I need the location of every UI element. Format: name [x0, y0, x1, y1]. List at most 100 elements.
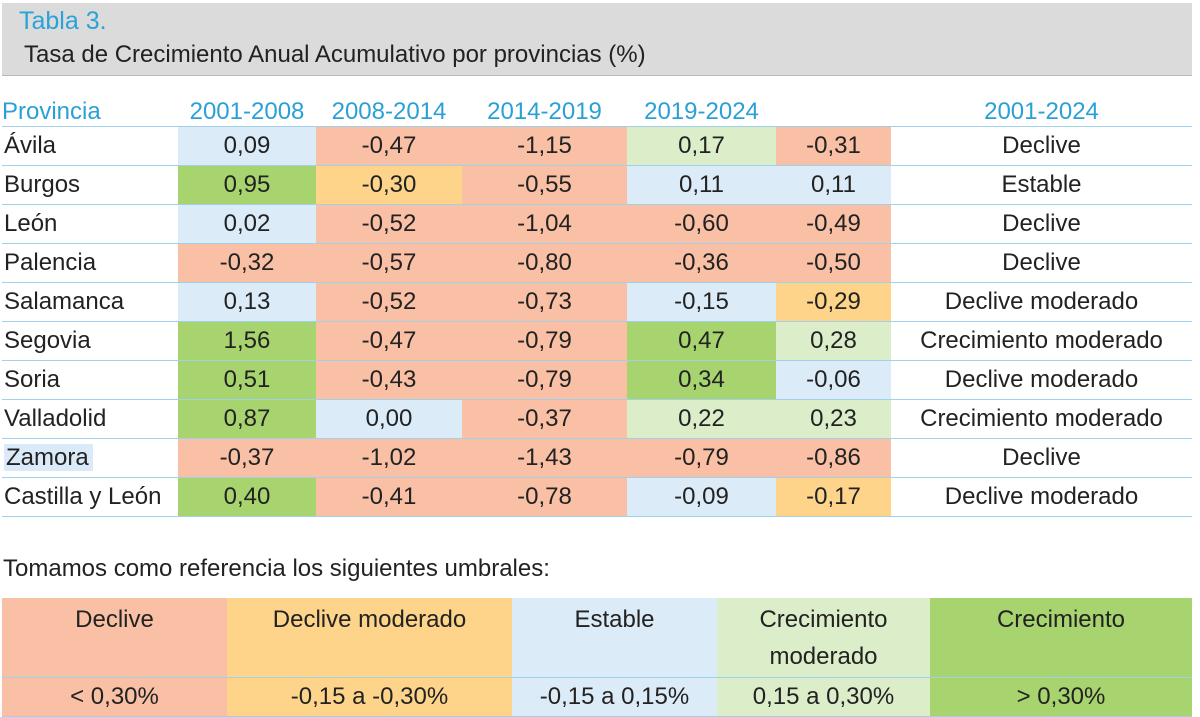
- rate-cell: 0,11: [627, 165, 776, 205]
- trend-cell: Crecimiento moderado: [891, 321, 1192, 361]
- province-label: Burgos: [4, 171, 81, 198]
- trend-cell: Declive moderado: [891, 282, 1192, 322]
- province-label: Salamanca: [4, 288, 125, 315]
- column-header: 2008-2014: [331, 98, 447, 125]
- column-header: [776, 92, 891, 127]
- rate-cell: -0,52: [316, 282, 462, 322]
- column-header: 2014-2019: [487, 98, 602, 125]
- rate-cell: -1,02: [316, 438, 462, 478]
- trend-cell: Declive: [891, 204, 1192, 244]
- rate-cell: -1,04: [462, 204, 627, 244]
- province-name: Segovia: [2, 321, 178, 361]
- column-header: 2001-2008: [189, 98, 305, 125]
- trend-cell: Declive moderado: [891, 360, 1192, 400]
- province-name: Salamanca: [2, 282, 178, 322]
- province-label: Palencia: [4, 249, 97, 276]
- table-row: Segovia 1,56 -0,47 -0,79 0,47 0,28 Crecimiento…: [2, 321, 1192, 361]
- province-name: León: [2, 204, 178, 244]
- province-name: Burgos: [2, 165, 178, 205]
- legend-category: Declive: [2, 598, 227, 678]
- legend-range: 0,15 a 0,30%: [717, 677, 930, 717]
- rate-cell: 1,56: [178, 321, 316, 361]
- province-label: Zamora: [4, 444, 93, 471]
- rate-cell: -0,37: [178, 438, 316, 478]
- legend-name-row: Declive Declive moderado Estable Crecimient…: [2, 598, 1192, 678]
- rate-cell: -0,09: [627, 477, 776, 517]
- table-row: Zamora -0,37 -1,02 -1,43 -0,79 -0,86 Declive: [2, 438, 1192, 478]
- province-name: Valladolid: [2, 399, 178, 439]
- rate-cell: -0,86: [776, 438, 891, 478]
- province-name: Ávila: [2, 126, 178, 166]
- province-label: Ávila: [4, 132, 57, 159]
- rate-cell: 0,11: [776, 165, 891, 205]
- rate-cell: 0,17: [627, 126, 776, 166]
- table-row: Salamanca 0,13 -0,52 -0,73 -0,15 -0,29 Declive…: [2, 282, 1192, 322]
- legend-category: Estable: [512, 598, 717, 678]
- table-row: León 0,02 -0,52 -1,04 -0,60 -0,49 Declive: [2, 204, 1192, 244]
- legend-category: Declive moderado: [227, 598, 512, 678]
- rate-cell: -0,29: [776, 282, 891, 322]
- table-row: Soria 0,51 -0,43 -0,79 0,34 -0,06 Declive mode…: [2, 360, 1192, 400]
- province-name: Castilla y León: [2, 477, 178, 517]
- table-header-band: Tabla 3. Tasa de Crecimiento Anual Acumu…: [2, 3, 1192, 76]
- rate-cell: -0,73: [462, 282, 627, 322]
- trend-cell: Crecimiento moderado: [891, 399, 1192, 439]
- legend-category: Crecimiento moderado: [717, 598, 930, 678]
- rate-cell: 0,00: [316, 399, 462, 439]
- rate-cell: -0,37: [462, 399, 627, 439]
- rate-cell: -0,15: [627, 282, 776, 322]
- rate-cell: 0,22: [627, 399, 776, 439]
- rate-cell: 0,23: [776, 399, 891, 439]
- table-row: Palencia -0,32 -0,57 -0,80 -0,36 -0,50 Declive: [2, 243, 1192, 283]
- threshold-legend: Declive Declive moderado Estable Crecimient…: [2, 598, 1192, 717]
- province-name: Palencia: [2, 243, 178, 283]
- rate-cell: -0,31: [776, 126, 891, 166]
- rate-cell: -0,32: [178, 243, 316, 283]
- column-header: 2019-2024: [644, 98, 759, 125]
- rate-cell: -0,60: [627, 204, 776, 244]
- province-name: Zamora: [2, 438, 178, 478]
- rate-cell: -0,55: [462, 165, 627, 205]
- column-header: Provincia: [2, 98, 101, 125]
- trend-cell: Declive: [891, 126, 1192, 166]
- table-number: Tabla 3.: [19, 7, 107, 35]
- table-row: Burgos 0,95 -0,30 -0,55 0,11 0,11 Estable: [2, 165, 1192, 205]
- rate-cell: -0,50: [776, 243, 891, 283]
- column-header-row: Provincia 2001-2008 2008-2014 2014-2019 …: [2, 92, 1192, 127]
- rate-cell: 0,95: [178, 165, 316, 205]
- table-row: Valladolid 0,87 0,00 -0,37 0,22 0,23 Crecimien…: [2, 399, 1192, 439]
- rate-cell: 0,28: [776, 321, 891, 361]
- rate-cell: -0,41: [316, 477, 462, 517]
- rate-cell: 0,87: [178, 399, 316, 439]
- rate-cell: -0,52: [316, 204, 462, 244]
- province-label: Soria: [4, 366, 61, 393]
- rate-cell: -0,49: [776, 204, 891, 244]
- rate-cell: -0,57: [316, 243, 462, 283]
- province-label: Castilla y León: [4, 483, 162, 510]
- trend-cell: Declive: [891, 243, 1192, 283]
- column-header: 2001-2024: [984, 98, 1099, 125]
- rate-cell: -0,06: [776, 360, 891, 400]
- legend-range-row: < 0,30% -0,15 a -0,30% -0,15 a 0,15% 0,15 a…: [2, 677, 1192, 717]
- legend-range: -0,15 a -0,30%: [227, 677, 512, 717]
- rate-cell: 0,13: [178, 282, 316, 322]
- rate-cell: -1,43: [462, 438, 627, 478]
- table-row: Castilla y León 0,40 -0,41 -0,78 -0,09 -0,17 D…: [2, 477, 1192, 517]
- legend-category: Crecimiento: [930, 598, 1192, 678]
- rate-cell: 0,51: [178, 360, 316, 400]
- rate-cell: -0,79: [462, 360, 627, 400]
- rate-cell: -0,17: [776, 477, 891, 517]
- trend-cell: Declive: [891, 438, 1192, 478]
- trend-cell: Declive moderado: [891, 477, 1192, 517]
- legend-range: < 0,30%: [2, 677, 227, 717]
- rate-cell: -0,43: [316, 360, 462, 400]
- rate-cell: 0,09: [178, 126, 316, 166]
- rate-cell: 0,02: [178, 204, 316, 244]
- rate-cell: 0,40: [178, 477, 316, 517]
- rate-cell: 0,34: [627, 360, 776, 400]
- rate-cell: -0,79: [462, 321, 627, 361]
- rate-cell: -0,30: [316, 165, 462, 205]
- growth-rate-table: Provincia 2001-2008 2008-2014 2014-2019 …: [2, 92, 1192, 517]
- table-row: Ávila 0,09 -0,47 -1,15 0,17 -0,31 Declive: [2, 126, 1192, 166]
- rate-cell: 0,47: [627, 321, 776, 361]
